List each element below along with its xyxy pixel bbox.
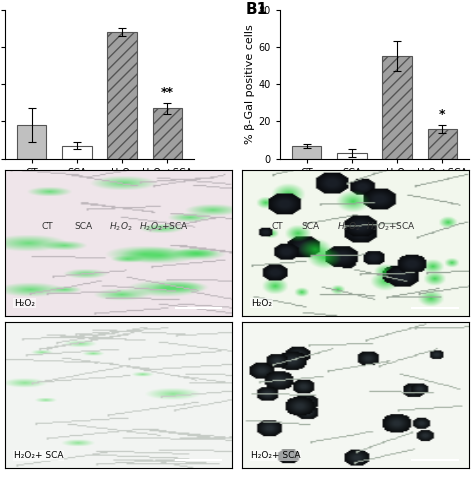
Text: **: ** [161, 86, 174, 99]
Text: $H_2O_2$: $H_2O_2$ [109, 220, 133, 233]
Bar [17, 125, 46, 159]
Text: SCA: SCA [74, 222, 92, 231]
Text: H₂O₂: H₂O₂ [251, 298, 272, 307]
Text: H₂O₂: H₂O₂ [14, 298, 35, 307]
Text: $H_2O_2$: $H_2O_2$ [337, 220, 360, 233]
Text: B1: B1 [246, 2, 268, 17]
Bar [292, 146, 321, 159]
Y-axis label: % β-Gal positive cells: % β-Gal positive cells [246, 24, 255, 144]
Text: H₂O₂+ SCA: H₂O₂+ SCA [251, 451, 300, 460]
Text: CT: CT [42, 222, 53, 231]
Bar [62, 146, 91, 159]
Text: H₂O₂+ SCA: H₂O₂+ SCA [14, 451, 64, 460]
Bar [153, 109, 182, 159]
Bar [108, 32, 137, 159]
Text: CT: CT [272, 222, 283, 231]
Text: $H_2O_2$+SCA: $H_2O_2$+SCA [138, 220, 189, 233]
Text: SCA: SCA [301, 222, 319, 231]
Text: $H_2O_2$+SCA: $H_2O_2$+SCA [366, 220, 416, 233]
Bar [337, 153, 366, 159]
Text: *: * [439, 109, 446, 121]
Bar [428, 129, 457, 159]
Bar [383, 56, 412, 159]
